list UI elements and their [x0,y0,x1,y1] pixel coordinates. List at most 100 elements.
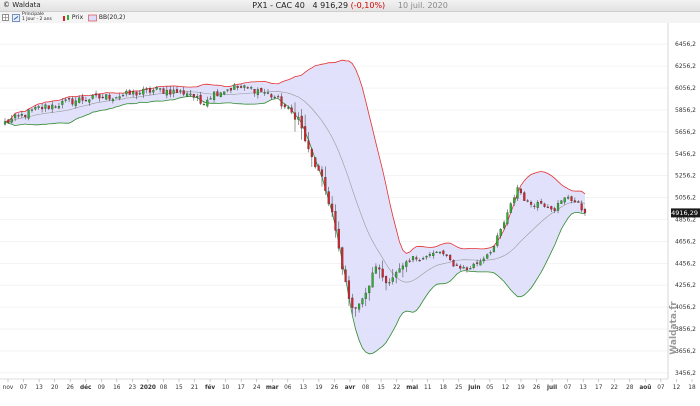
panel-label[interactable]: Principale 1 Jour - 2 ans [22,12,52,22]
candle [293,102,297,132]
candle [388,278,391,287]
candle [192,93,195,101]
panel-selector[interactable] [12,13,20,22]
y-tick-label: 6456,2 [675,41,696,48]
candle [516,184,519,201]
grid-icon[interactable] [2,13,9,22]
x-tick-label: 07 [657,385,665,391]
x-tick-label: 24 [253,385,261,391]
candle [41,103,44,113]
y-tick-label: 5056,2 [675,195,696,202]
candle [563,197,566,205]
x-tick-label: 13 [300,385,308,391]
candle [381,260,384,282]
x-tick-label: 10 [222,385,230,391]
x-tick-label: 19 [517,385,525,391]
candle [121,93,125,97]
candle [347,275,351,306]
candle [546,204,549,209]
candle [206,96,209,108]
x-tick-label: 22 [393,385,401,391]
x-tick-label: 15 [377,385,385,391]
candle [260,87,263,92]
x-tick-label: 21 [191,385,199,391]
y-tick-label: 6256,2 [675,63,696,70]
candle [246,86,249,89]
app-name: © Waldata [3,1,41,9]
x-tick-label: 08 [362,385,370,391]
y-tick-label: 4256,2 [675,282,696,289]
candle [354,307,357,317]
window-title: PX1 - CAC 40 4 916,29 (-0,10%) 10 juil. … [252,1,448,10]
bollinger-legend[interactable]: BB(20,2) [88,13,125,22]
price-legend[interactable]: Prix [62,13,83,22]
x-tick-label: avr [345,385,356,391]
candle [577,200,580,203]
candle [44,103,47,112]
x-tick-label: 12 [502,385,510,391]
candle [304,114,307,143]
candlestick-chart[interactable]: nov 07 13 20 26 déc 09 16 23 2020 08 15 21 fév 10 17 24 m… [0,23,700,402]
y-tick-label: 3656,2 [675,348,696,355]
candle [361,297,364,308]
x-tick-label: nov [3,385,14,391]
x-tick-label: 18 [688,385,696,391]
candle [401,262,404,278]
chart-area[interactable]: nov 07 13 20 26 déc 09 16 23 2020 08 15 21 fév 10 17 24 m… [0,23,700,402]
x-tick-label: 07 [20,385,28,391]
candle [172,86,175,98]
x-tick-label: 07 [564,385,572,391]
candle [78,95,81,104]
x-tick-label: 12 [673,385,681,391]
candle [212,91,216,103]
candle [88,98,91,106]
title-price: 4 916,29 [312,1,349,10]
candle [405,259,408,273]
candle [290,104,293,115]
y-tick-label: 4456,2 [675,260,696,267]
candle [239,83,243,89]
x-axis: nov 07 13 20 26 déc 09 16 23 2020 08 15 21 fév 10 17 24 m… [3,379,696,391]
bollinger-band-fill [5,60,585,354]
x-tick-label: 18 [440,385,448,391]
x-tick-label: 17 [237,385,245,391]
x-tick-label: 06 [284,385,292,391]
candle [159,87,162,93]
x-tick-label: 09 [98,385,106,391]
candle [540,198,543,205]
x-tick-label: 26 [533,385,541,391]
candle [101,94,104,99]
candle [378,264,381,279]
candle [422,256,425,260]
x-tick-label: 13 [35,385,43,391]
bollinger-upper-band [4,59,586,254]
candle [27,109,30,121]
candle [523,191,526,201]
candle [10,115,13,124]
x-tick-label: déc [80,384,92,391]
y-tick-label: 5656,2 [675,129,696,136]
candle [337,221,340,252]
candle [236,85,239,91]
candle [280,93,283,110]
x-tick-label: fév [205,384,215,391]
bollinger-middle-band [4,90,586,283]
candle [543,202,546,208]
candle [179,89,182,95]
candle [445,254,448,258]
candle [432,250,435,259]
candle [54,105,57,109]
x-tick-label: 05 [486,385,494,391]
candle [209,95,212,100]
candle [81,93,84,105]
y-tick-label: 4856,2 [675,216,696,223]
x-tick-label: juin [467,385,480,391]
candle [199,92,202,105]
candle [169,85,172,98]
candle [98,93,101,102]
candle [135,91,138,100]
candle [118,93,121,101]
candle [196,93,199,102]
candle [529,200,533,208]
candle [391,268,394,285]
